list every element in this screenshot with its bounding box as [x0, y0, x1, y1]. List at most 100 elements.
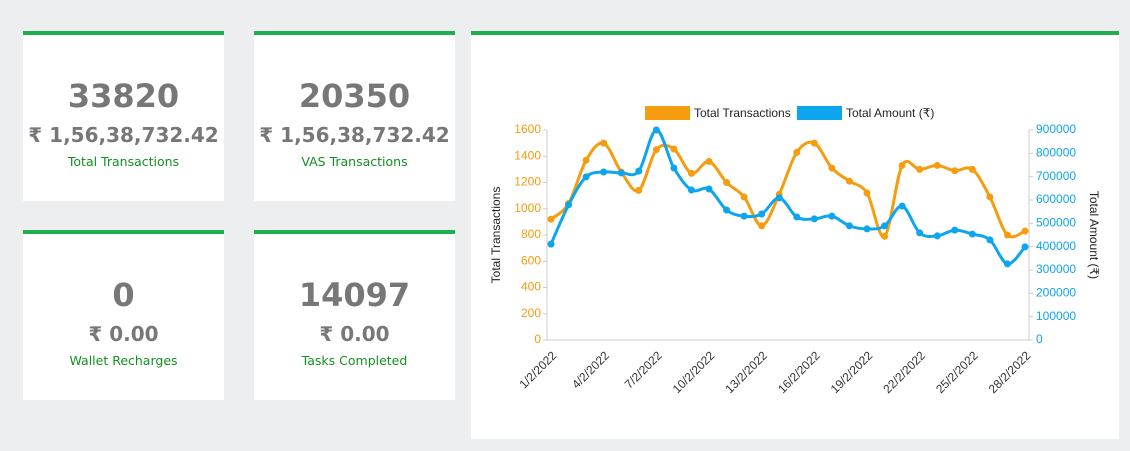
card-amount: ₹ 1,56,38,732.42 [28, 123, 219, 147]
data-point [986, 193, 994, 201]
data-point [565, 201, 573, 209]
y2-tick-label: 100000 [1036, 309, 1076, 323]
data-point [810, 139, 818, 147]
card-label: Tasks Completed [301, 353, 408, 368]
data-point [705, 185, 713, 193]
data-point [793, 213, 801, 221]
data-point [582, 156, 590, 164]
data-point [845, 177, 853, 185]
data-point [933, 232, 941, 240]
data-point [687, 169, 695, 177]
x-tick-label: 4/2/2022 [569, 348, 612, 391]
card-value: 14097 [298, 276, 411, 314]
x-tick-label: 19/2/2022 [828, 348, 876, 396]
data-point [740, 193, 748, 201]
legend-swatch [645, 106, 690, 120]
y2-tick-label: 400000 [1036, 239, 1076, 253]
data-point [775, 194, 783, 202]
data-point [723, 179, 731, 186]
y2-tick-label: 300000 [1036, 262, 1076, 276]
y2-tick-label: 200000 [1036, 286, 1076, 300]
x-tick-label: 13/2/2022 [722, 348, 770, 396]
x-tick-label: 1/2/2022 [516, 348, 559, 391]
data-point [810, 215, 818, 223]
y2-tick-label: 0 [1036, 332, 1043, 346]
data-point [600, 139, 608, 147]
y-tick-label: 400 [521, 280, 541, 294]
series-line [549, 128, 1027, 266]
y-tick-label: 600 [521, 253, 541, 267]
data-point [986, 236, 994, 244]
card-amount: ₹ 1,56,38,732.42 [259, 123, 450, 147]
data-point [547, 215, 555, 223]
stat-card: 14097 ₹ 0.00 Tasks Completed [254, 230, 455, 400]
data-point [863, 189, 871, 197]
data-point [1003, 260, 1011, 268]
data-point [670, 145, 678, 153]
y2-tick-label: 600000 [1036, 192, 1076, 206]
data-point [828, 164, 836, 172]
card-label: Total Transactions [67, 154, 180, 169]
data-point [635, 186, 643, 194]
data-point [793, 148, 801, 156]
card-label: Wallet Recharges [69, 353, 178, 368]
data-point [933, 161, 941, 169]
data-point [916, 229, 924, 237]
card-value: 0 [112, 276, 135, 314]
data-point [1021, 227, 1029, 235]
x-tick-label: 22/2/2022 [880, 348, 928, 396]
data-point [881, 232, 889, 240]
x-tick-label: 25/2/2022 [933, 348, 981, 396]
x-tick-label: 16/2/2022 [775, 348, 823, 396]
data-point [968, 230, 976, 238]
data-point [652, 126, 660, 134]
y2-tick-label: 800000 [1036, 146, 1076, 160]
card-value: 20350 [298, 77, 411, 115]
card-label: VAS Transactions [301, 154, 408, 169]
card-amount: ₹ 0.00 [319, 322, 390, 346]
data-point [845, 222, 853, 230]
chart-card: 0 200 400 600 800 1000 1200 1400 1600 0 100000 2000… [471, 31, 1119, 439]
series-line [549, 140, 1026, 239]
data-point [758, 222, 766, 230]
legend-label: Total Amount (₹) [846, 106, 934, 120]
stat-card: 0 ₹ 0.00 Wallet Recharges [23, 230, 224, 400]
y2-tick-label: 700000 [1036, 169, 1076, 183]
y2-axis-title: Total Amount (₹) [1087, 191, 1101, 279]
x-tick-label: 7/2/2022 [622, 348, 665, 391]
data-point [828, 212, 836, 220]
data-point [582, 173, 590, 181]
stat-card: 20350 ₹ 1,56,38,732.42 VAS Transactions [254, 31, 455, 201]
data-point [863, 225, 871, 233]
data-point [1003, 231, 1011, 239]
legend-label: Total Transactions [694, 106, 791, 120]
data-point [600, 168, 608, 176]
card-value: 33820 [67, 77, 180, 115]
y2-tick-label: 500000 [1036, 216, 1076, 230]
legend-swatch [797, 106, 842, 120]
data-point [687, 186, 695, 194]
data-point [723, 206, 731, 214]
y-axis-title: Total Transactions [489, 187, 503, 284]
data-point [547, 240, 555, 248]
data-point [951, 226, 959, 234]
stat-card: 33820 ₹ 1,56,38,732.42 Total Transactions [23, 31, 224, 201]
data-point [652, 146, 660, 154]
y-tick-label: 1000 [514, 201, 541, 215]
data-point [740, 212, 748, 220]
y2-tick-label: 900000 [1036, 122, 1076, 136]
data-point [881, 222, 889, 230]
chart: 0 200 400 600 800 1000 1200 1400 1600 0 100000 2000… [489, 106, 1101, 396]
data-point [758, 210, 766, 218]
data-point [898, 202, 906, 210]
y-tick-label: 1400 [514, 148, 541, 162]
data-point [898, 161, 906, 169]
data-point [705, 158, 713, 165]
data-point [916, 165, 924, 173]
data-point [1021, 243, 1029, 251]
y-tick-label: 1200 [514, 175, 541, 189]
data-point [635, 167, 643, 175]
data-point [670, 164, 678, 172]
x-tick-label: 28/2/2022 [986, 348, 1034, 396]
